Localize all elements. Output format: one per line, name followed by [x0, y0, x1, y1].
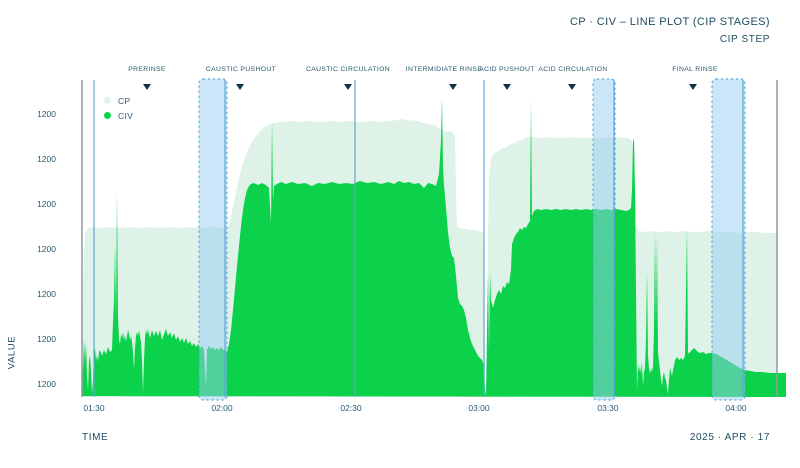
x-tick-label: 03:30	[597, 403, 619, 413]
y-tick-label: 1200	[37, 334, 56, 344]
chart-subtitle: CIP STEP	[719, 34, 770, 45]
stage-label: ACID PUSHOUT	[479, 66, 535, 73]
stage-label: FINAL RINSE	[672, 66, 718, 73]
y-axis-title: VALUE	[6, 335, 18, 370]
legend-label-civ: CIV	[118, 110, 134, 121]
stage-shaded-region	[711, 78, 746, 401]
stage-marker-icon	[344, 84, 352, 90]
x-tick-label: 04:00	[725, 403, 747, 413]
stage-marker-icon	[568, 84, 576, 90]
x-axis-title: TIME	[82, 432, 109, 443]
stage-label: CAUSTIC CIRCULATION	[306, 66, 390, 73]
legend-item-civ: CIV	[104, 108, 133, 123]
stage-label: INTERMIDIATE RINSE	[405, 66, 483, 73]
cp-series-dot-icon	[104, 97, 111, 104]
y-tick-label: 1200	[37, 244, 56, 254]
stage-marker-icon	[143, 84, 151, 90]
y-tick-label: 1200	[37, 289, 56, 299]
y-tick-label: 1200	[37, 154, 56, 164]
x-tick-label: 03:00	[468, 403, 490, 413]
y-tick-label: 1200	[37, 199, 56, 209]
chart-title: CP · CIV – LINE PLOT (CIP STAGES)	[569, 16, 770, 28]
y-tick-label: 1200	[37, 379, 56, 389]
stage-marker-icon	[503, 84, 511, 90]
x-tick-label: 02:30	[340, 403, 362, 413]
stage-label: CAUSTIC PUSHOUT	[205, 66, 277, 73]
x-tick-label: 01:30	[83, 403, 105, 413]
legend-item-cp: CP	[104, 93, 133, 108]
stage-marker-icon	[449, 84, 457, 90]
legend-label-cp: CP	[118, 95, 131, 106]
stage-label: ACID CIRCULATION	[538, 66, 608, 73]
stage-shaded-region	[592, 78, 616, 401]
y-tick-label: 1200	[37, 109, 56, 119]
x-tick-label: 02:00	[211, 403, 233, 413]
legend: CP CIV	[104, 93, 133, 123]
stage-label: PRERINSE	[128, 66, 166, 73]
stage-marker-icon	[689, 84, 697, 90]
civ-series-dot-icon	[104, 112, 111, 119]
date-label: 2025 · APR · 17	[689, 432, 770, 443]
stage-shaded-region	[198, 78, 228, 401]
stage-marker-icon	[236, 84, 244, 90]
